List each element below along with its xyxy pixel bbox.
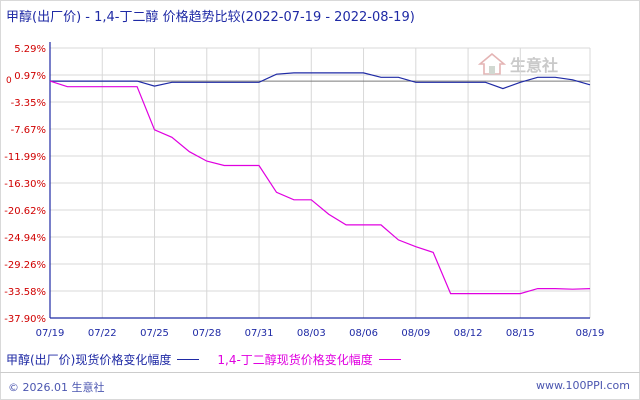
x-tick-label: 07/22 <box>88 328 117 339</box>
legend-swatch-series2 <box>378 359 401 360</box>
x-tick-label: 08/12 <box>454 328 483 339</box>
x-tick-label: 07/25 <box>140 328 169 339</box>
legend-item-series1: 甲醇(出厂价)现货价格变化幅度 <box>6 351 200 368</box>
series-line-1 <box>50 72 591 90</box>
x-tick-label: 08/09 <box>401 328 430 339</box>
x-tick-label: 07/19 <box>36 328 65 339</box>
legend-swatch-series1 <box>177 359 200 360</box>
y-tick-label: -7.67% <box>11 125 46 136</box>
x-tick-label: 07/28 <box>192 328 221 339</box>
y-tick-label: -33.58% <box>4 287 46 298</box>
x-tick-label: 08/19 <box>576 328 605 339</box>
y-tick-label: -37.90% <box>4 314 46 325</box>
legend: 甲醇(出厂价)现货价格变化幅度 1,4-丁二醇现货价格变化幅度 <box>6 351 419 368</box>
legend-label-series1: 甲醇(出厂价)现货价格变化幅度 <box>6 353 172 367</box>
zero-label: 0 <box>6 76 12 86</box>
y-tick-label: -20.62% <box>4 206 46 217</box>
watermark: 生意社 <box>478 52 558 76</box>
legend-item-series2: 1,4-丁二醇现货价格变化幅度 <box>217 351 401 368</box>
y-tick-label: -11.99% <box>4 152 46 163</box>
legend-label-series2: 1,4-丁二醇现货价格变化幅度 <box>217 353 373 367</box>
x-tick-label: 08/15 <box>506 328 535 339</box>
y-tick-label: -3.35% <box>11 98 46 109</box>
footer-site: www.100PPI.com <box>536 379 630 392</box>
y-tick-label: -29.26% <box>4 260 46 271</box>
watermark-text: 生意社 <box>510 56 559 75</box>
house-logo-icon <box>478 52 506 75</box>
x-tick-label: 08/06 <box>349 328 378 339</box>
footer-copyright: © 2026.01 生意社 <box>8 381 105 394</box>
y-tick-label: -24.94% <box>4 233 46 244</box>
x-tick-label: 07/31 <box>245 328 274 339</box>
y-tick-label: 0.97% <box>14 71 46 82</box>
series-line-2 <box>49 80 591 295</box>
x-tick-label: 08/03 <box>297 328 326 339</box>
chart-title: 甲醇(出厂价) - 1,4-丁二醇 价格趋势比较(2022-07-19 - 20… <box>6 10 415 25</box>
y-tick-label: 5.29% <box>14 44 46 55</box>
y-tick-label: -16.30% <box>4 179 46 190</box>
footer-divider <box>0 372 640 373</box>
